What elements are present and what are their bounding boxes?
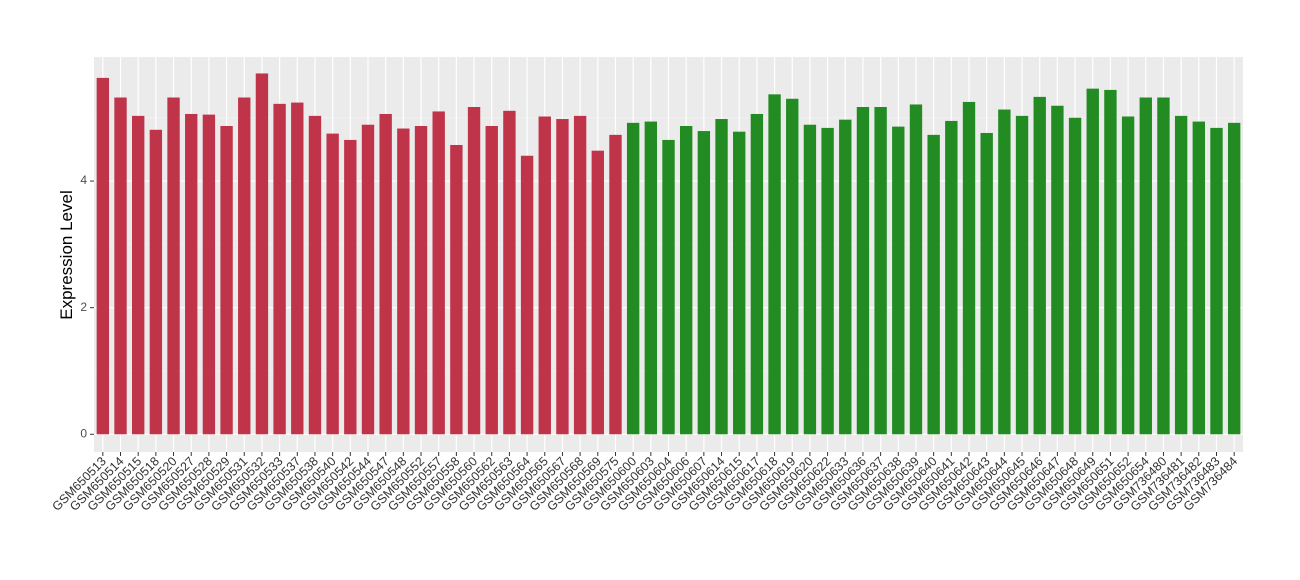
bar: [1104, 89, 1117, 435]
bar: [591, 150, 604, 435]
bar: [503, 110, 516, 435]
bar: [1157, 97, 1170, 435]
bar: [679, 125, 693, 435]
bar: [573, 115, 587, 435]
bar: [892, 126, 905, 435]
bar: [326, 133, 339, 435]
bar: [220, 125, 233, 435]
bar: [927, 134, 940, 435]
bar: [167, 97, 180, 435]
bar: [556, 119, 569, 435]
bar: [1051, 105, 1064, 435]
y-tick-label: 0: [80, 426, 87, 440]
bar: [980, 132, 993, 435]
bar: [1015, 115, 1029, 435]
bar: [856, 107, 870, 435]
bar: [733, 131, 746, 435]
bar: [520, 155, 534, 435]
bar: [786, 98, 799, 435]
bar: [715, 119, 728, 435]
bar: [273, 103, 286, 435]
bar: [308, 115, 322, 435]
bar: [962, 101, 976, 435]
bar: [185, 113, 198, 435]
bar: [909, 104, 923, 435]
bar: [538, 116, 551, 435]
bar: [874, 107, 887, 435]
bar: [821, 127, 834, 435]
bar: [697, 131, 711, 435]
bar: [1086, 88, 1099, 435]
bar: [998, 109, 1011, 435]
bar: [432, 111, 445, 435]
bar: [202, 114, 216, 435]
bar: [1121, 116, 1135, 435]
bar: [803, 124, 817, 435]
bar: [344, 139, 357, 435]
bar: [361, 124, 375, 435]
bar: [1033, 96, 1046, 435]
bar: [96, 77, 110, 435]
bar: [1139, 97, 1152, 435]
bar: [750, 113, 764, 435]
y-tick-label: 4: [80, 173, 87, 187]
bar: [626, 122, 640, 435]
bar: [1068, 117, 1082, 435]
bar: [132, 115, 145, 435]
bar: [238, 97, 251, 435]
bar: [609, 134, 622, 435]
bar: [467, 107, 481, 435]
y-tick-label: 2: [80, 300, 87, 314]
bar: [1210, 127, 1223, 435]
y-axis-title: Expression Level: [57, 190, 76, 319]
bar: [1174, 115, 1188, 435]
bar: [485, 125, 498, 435]
bar: [149, 129, 163, 435]
bar: [291, 102, 304, 435]
bar: [414, 125, 428, 435]
bar: [662, 139, 675, 435]
bar: [450, 144, 463, 435]
bar: [839, 119, 852, 435]
bar: [1192, 121, 1205, 435]
bar: [945, 120, 958, 435]
bar: [768, 94, 781, 435]
bar: [397, 128, 410, 435]
bar: [379, 113, 392, 435]
bar: [114, 97, 127, 435]
bar: [644, 121, 658, 435]
bar: [255, 73, 269, 435]
bar: [1227, 122, 1241, 435]
